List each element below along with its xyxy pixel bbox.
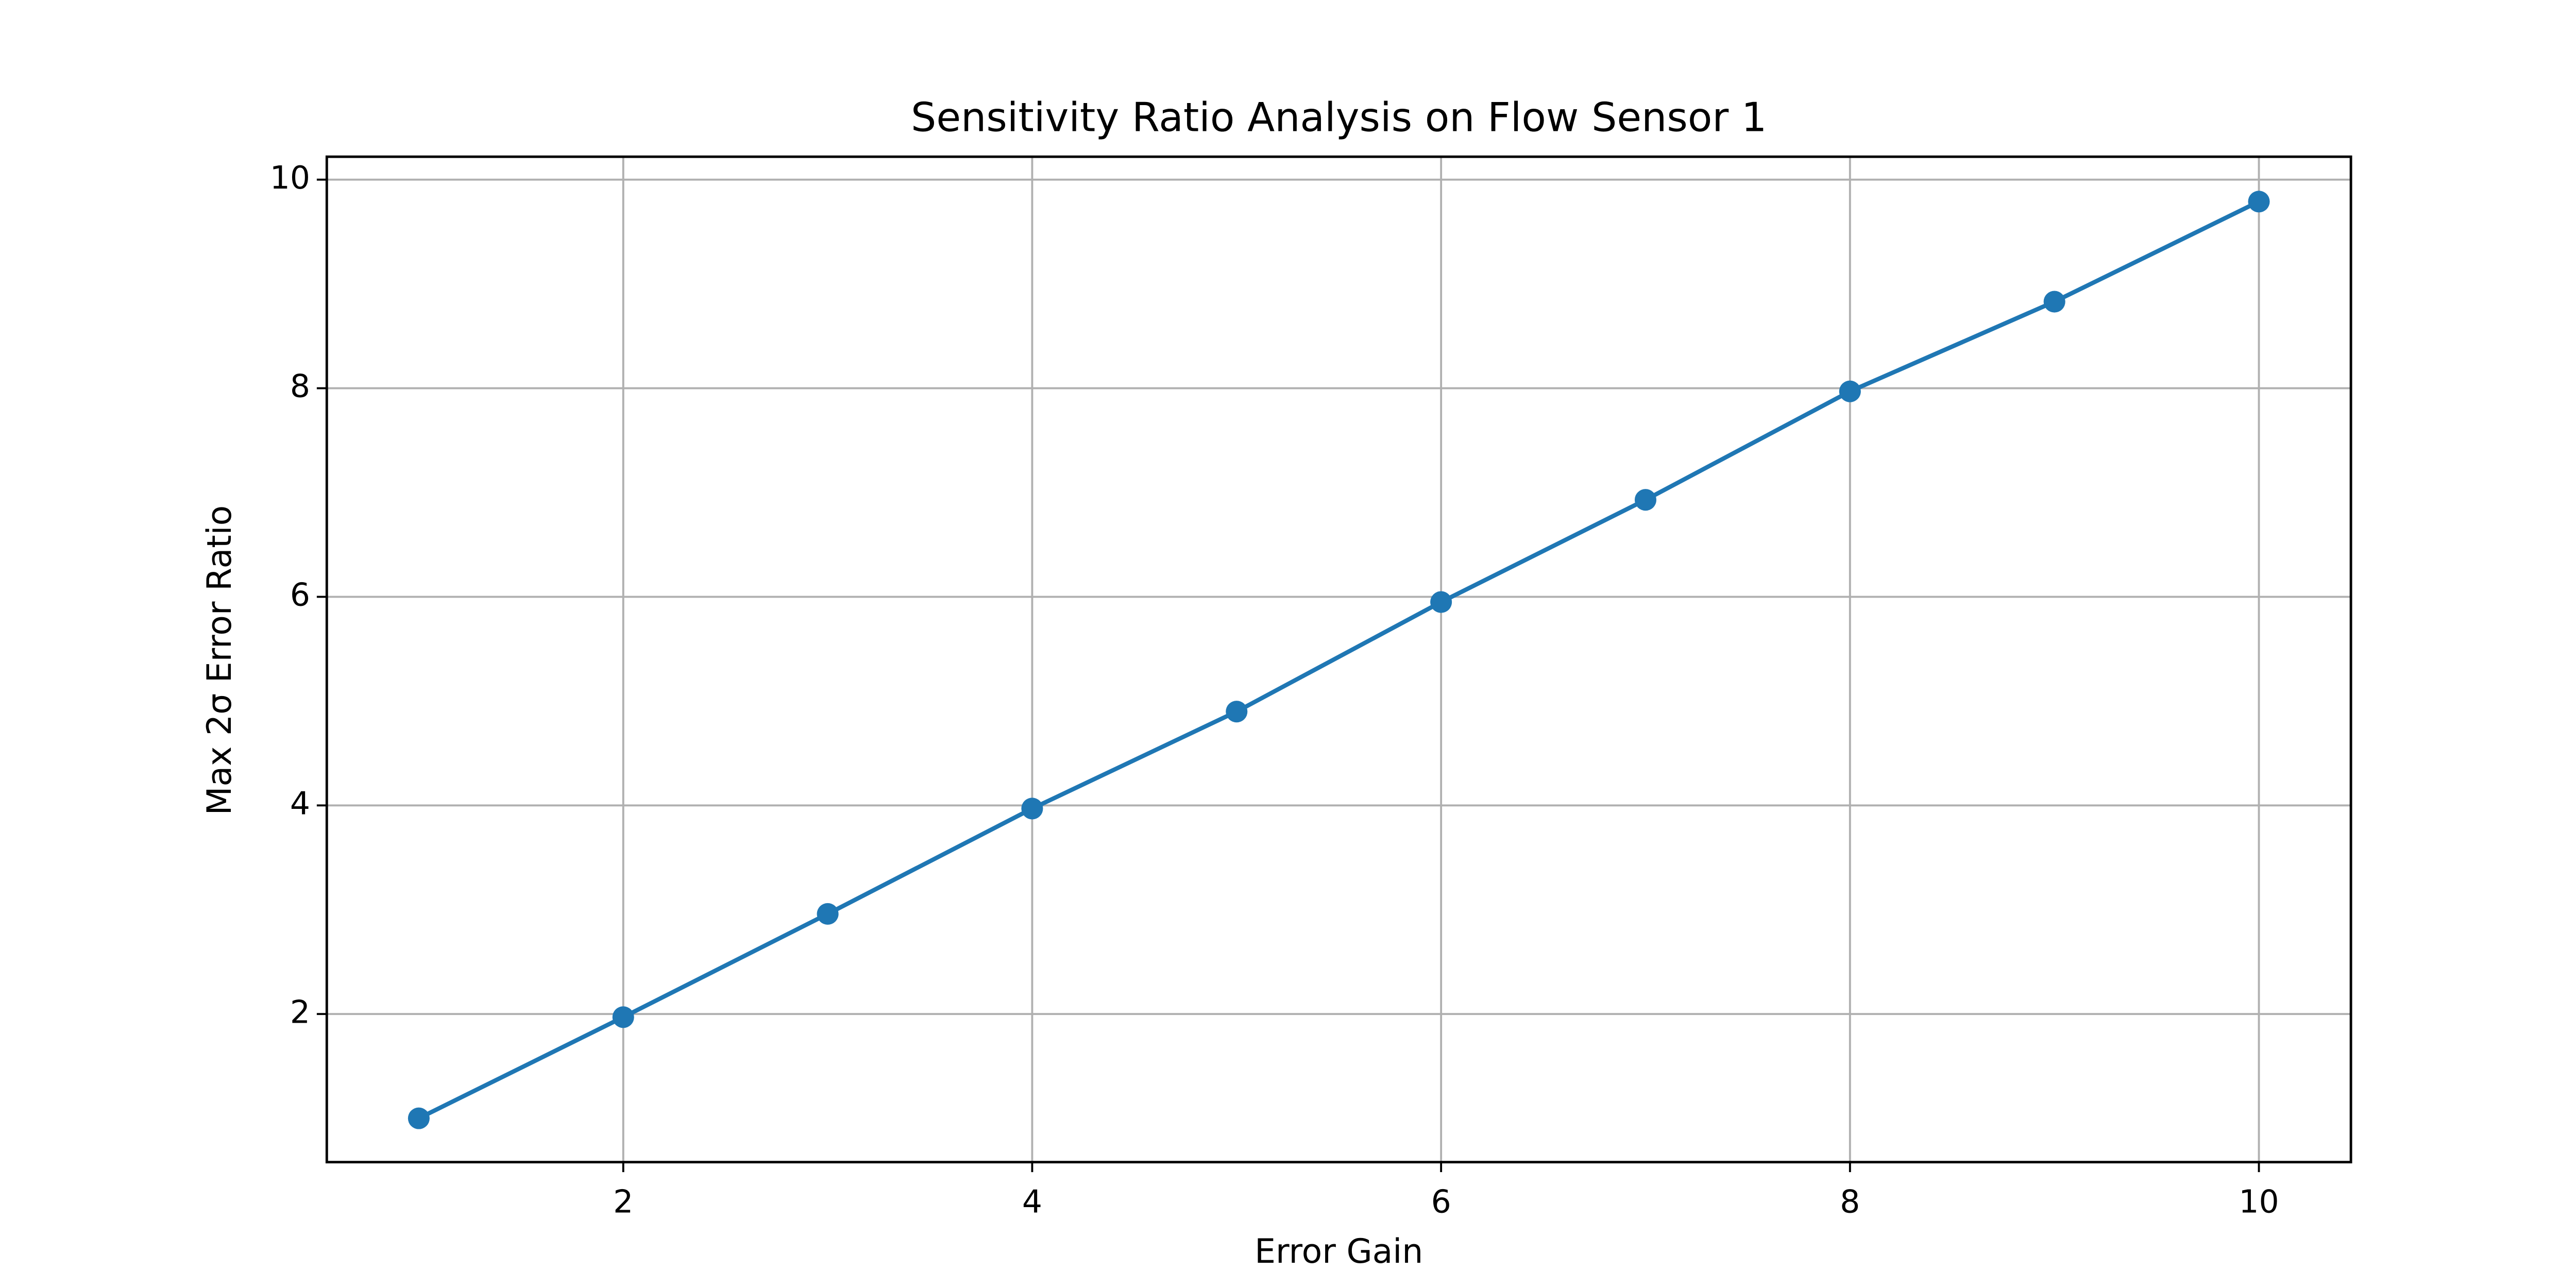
- axes-frame: [325, 155, 2352, 1164]
- y-tick-label: 4: [290, 785, 310, 822]
- y-tick-label: 8: [290, 368, 310, 405]
- series-line: [418, 199, 2260, 1121]
- data-point: [1021, 798, 1043, 820]
- y-tick-label: 2: [290, 994, 310, 1030]
- x-tick-label: 8: [1840, 1184, 1860, 1221]
- data-point: [1839, 380, 1861, 402]
- x-tick-label: 4: [1022, 1184, 1042, 1221]
- y-tick-label: 6: [290, 577, 310, 614]
- data-point: [408, 1107, 430, 1129]
- data-point: [817, 903, 839, 925]
- data-point: [1634, 489, 1657, 511]
- x-axis-label: Error Gain: [1255, 1232, 1423, 1271]
- chart-title: Sensitivity Ratio Analysis on Flow Senso…: [911, 94, 1767, 141]
- y-axis-label: Max 2σ Error Ratio: [200, 505, 239, 816]
- x-tick-label: 6: [1431, 1184, 1451, 1221]
- y-tick-label: 10: [270, 160, 310, 196]
- data-point: [2248, 191, 2270, 213]
- grid: [327, 157, 2351, 1162]
- x-tick-label: 2: [613, 1184, 633, 1221]
- data-point: [612, 1006, 634, 1028]
- data-point: [2043, 291, 2065, 313]
- data-point: [1226, 701, 1248, 723]
- plot-area: [408, 191, 2270, 1129]
- data-point: [1430, 591, 1452, 613]
- x-tick-label: 10: [2239, 1184, 2279, 1221]
